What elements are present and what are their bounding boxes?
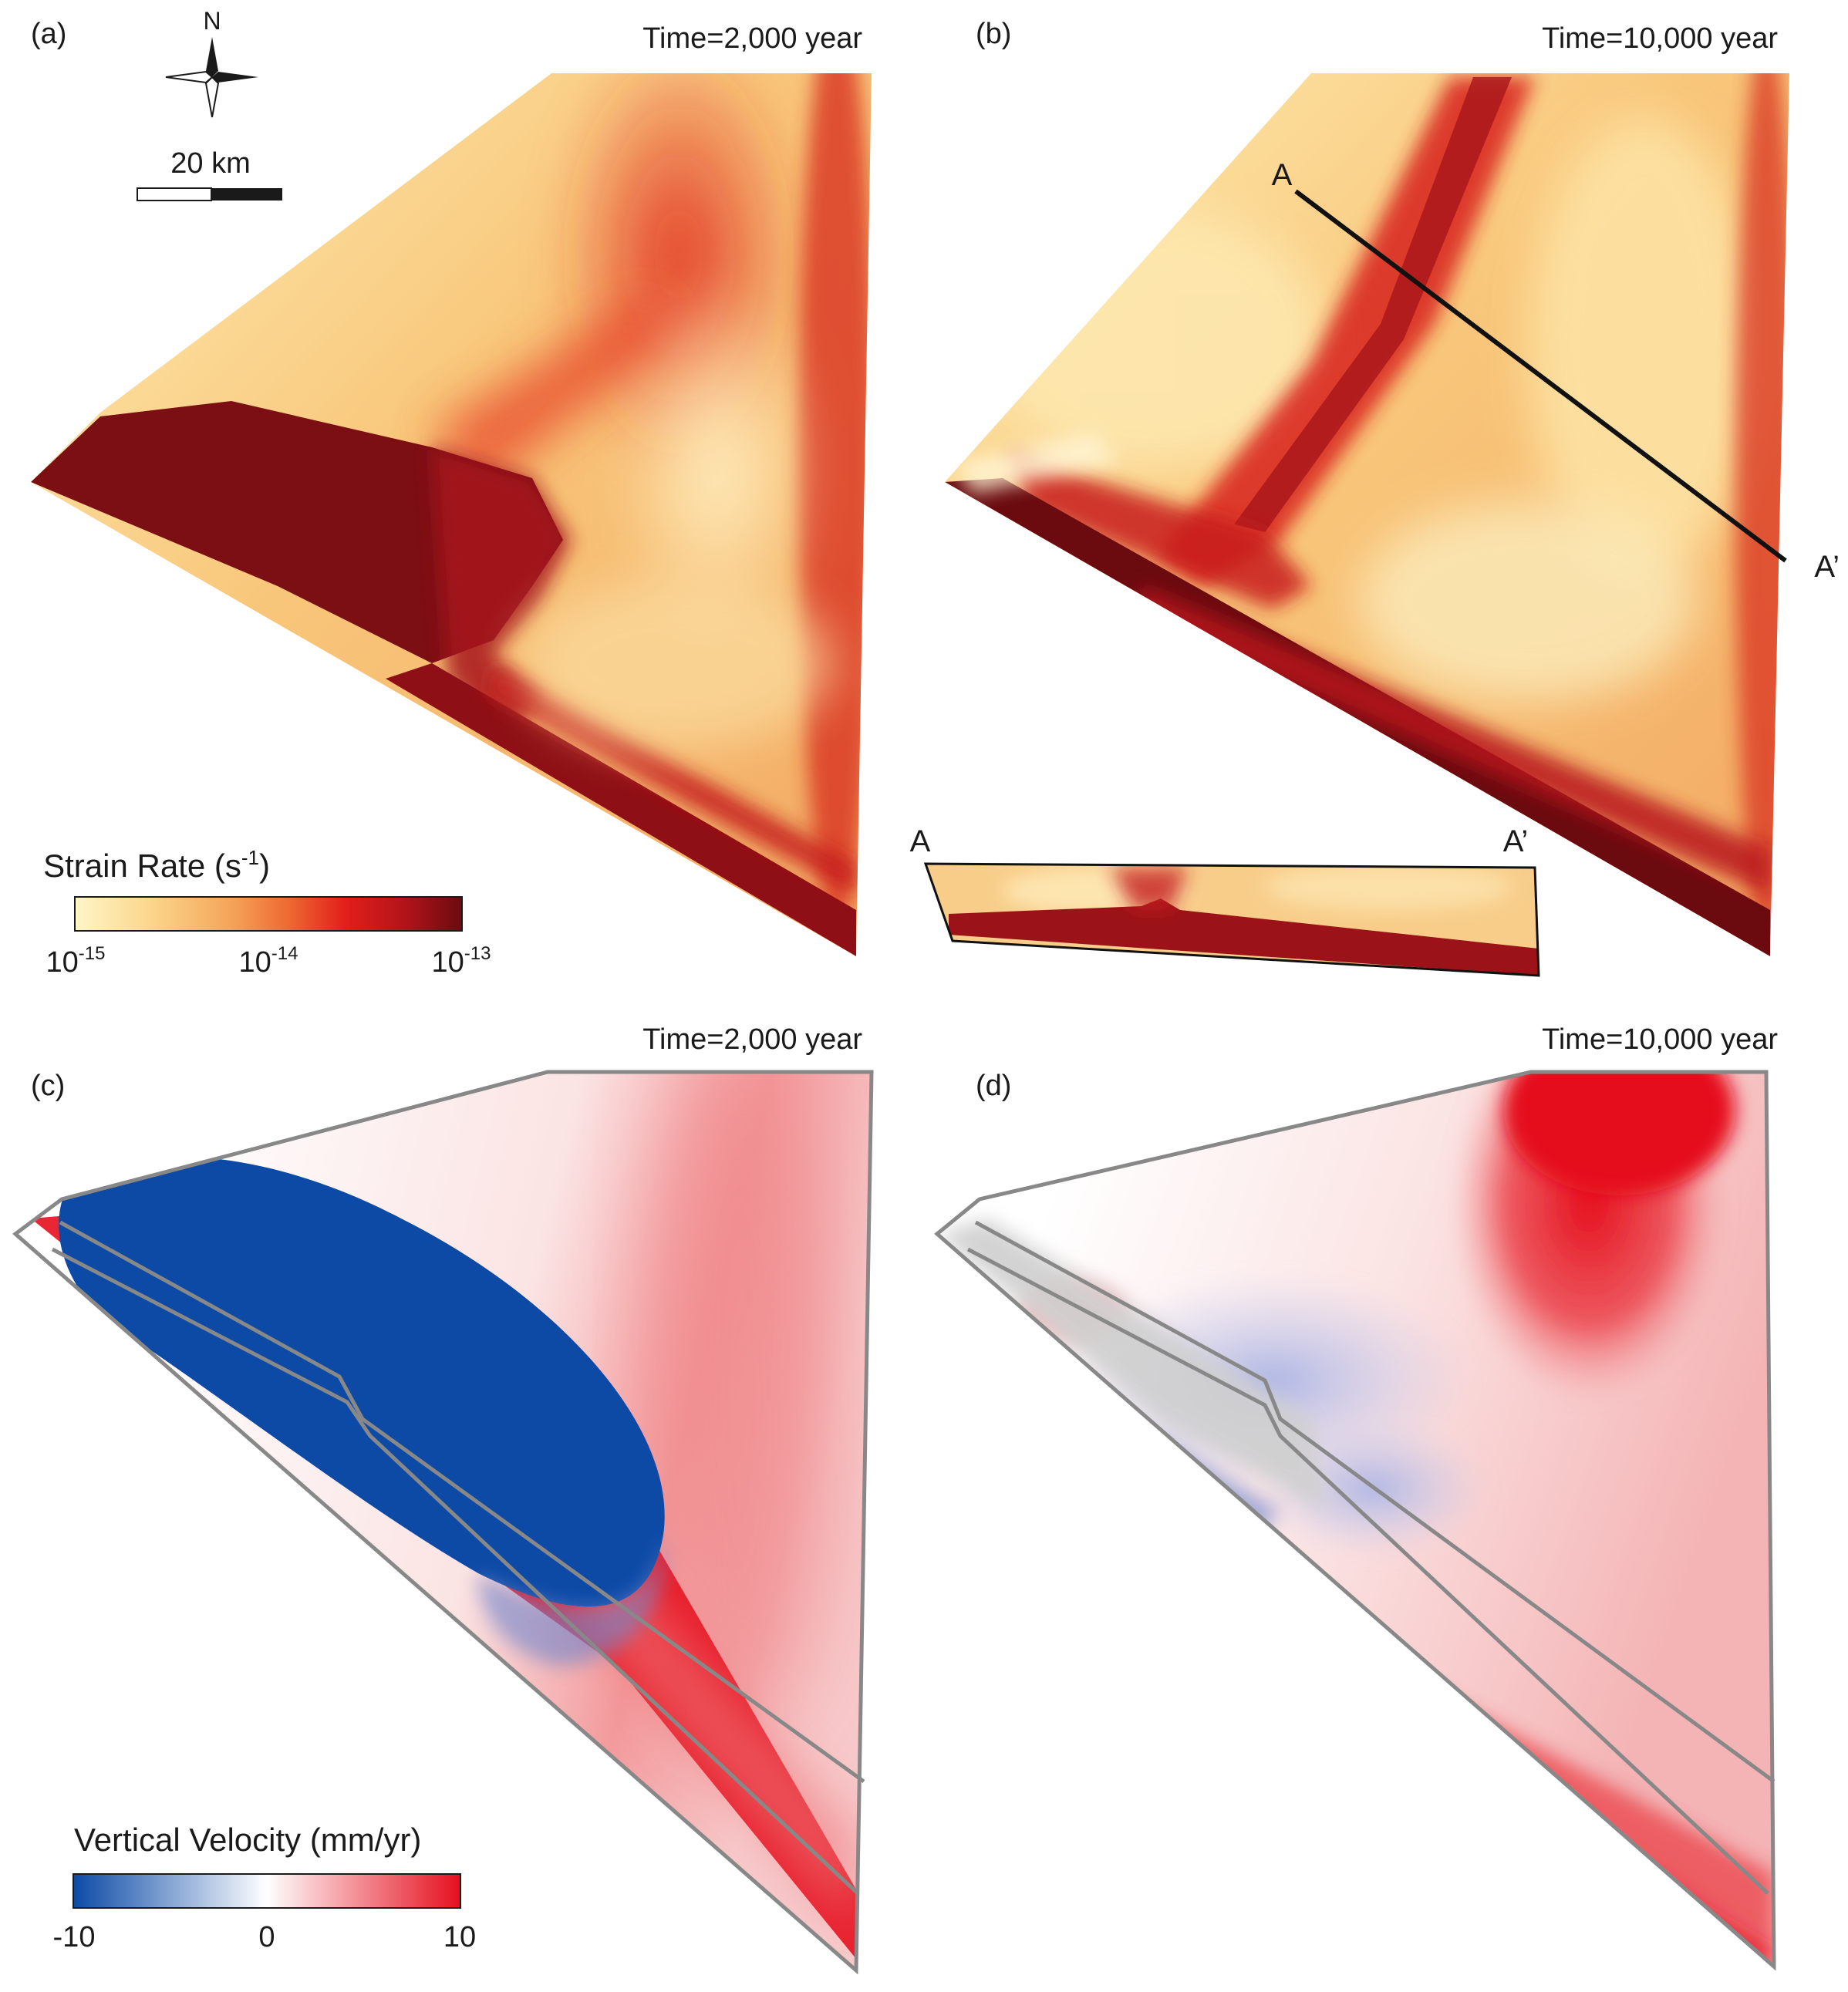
panel-label-d: (d): [976, 1070, 1011, 1102]
fault-trace-d2: [966, 1247, 1769, 1895]
velocity-legend-title: Vertical Velocity (mm/yr): [74, 1822, 421, 1858]
time-label-a: Time=2,000 year: [642, 22, 862, 55]
panel-label-c: (c): [31, 1070, 65, 1102]
strain-map-b: [945, 73, 1789, 956]
strain-rate-legend: Strain Rate (s-1) 10-15 10-14 10-13: [43, 846, 491, 979]
panel-label-a: (a): [31, 18, 66, 50]
time-label-d: Time=10,000 year: [1542, 1023, 1778, 1056]
fault-trace-c1: [59, 1220, 865, 1784]
panel-label-b: (b): [976, 18, 1011, 50]
strain-tick-mid: 10-14: [239, 943, 298, 979]
inset-end-label: A’: [1503, 824, 1529, 858]
strain-legend-title: Strain Rate (s-1): [43, 846, 270, 884]
time-label-b: Time=10,000 year: [1542, 22, 1778, 55]
inset-start-label: A: [910, 824, 931, 858]
north-arrow-icon: [206, 37, 218, 77]
profile-line: [1294, 189, 1787, 563]
panel-a-strain-map: (a) Time=2,000 year N 20 km Strain Rate …: [31, 7, 872, 979]
strain-map-a: [31, 73, 872, 956]
fault-trace-c2: [51, 1247, 859, 1895]
strain-colorbar: [74, 896, 463, 932]
panel-c-velocity-map: (c) Time=2,000 year Vertical Velocity (m…: [12, 1023, 874, 1975]
strain-tick-min: 10-15: [46, 943, 106, 979]
velocity-tick-min: -10: [53, 1921, 96, 1953]
model-outline-c: [12, 1070, 874, 1975]
velocity-legend: Vertical Velocity (mm/yr) -10 0 10: [53, 1822, 477, 1953]
velocity-tick-mid: 0: [258, 1921, 275, 1953]
panel-b-strain-map: (b) Time=10,000 year A A’ A A’: [910, 18, 1840, 977]
profile-end-label: A’: [1814, 550, 1840, 584]
north-arrow: N: [165, 7, 258, 118]
fault-trace-d1: [974, 1220, 1775, 1784]
profile-start-label: A: [1272, 158, 1293, 192]
north-label: N: [203, 7, 221, 35]
strain-tick-max: 10-13: [432, 943, 491, 979]
scale-bar: 20 km: [137, 147, 282, 201]
velocity-tick-max: 10: [443, 1921, 476, 1953]
velocity-colorbar: [73, 1873, 461, 1909]
velocity-map-d: [937, 1072, 1774, 1967]
model-outline-d: [934, 1070, 1776, 1971]
scale-bar-label: 20 km: [170, 147, 250, 180]
time-label-c: Time=2,000 year: [642, 1023, 862, 1056]
panel-d-velocity-map: (d) Time=10,000 year: [934, 1023, 1778, 1971]
cross-section-inset: A A’: [910, 824, 1540, 977]
